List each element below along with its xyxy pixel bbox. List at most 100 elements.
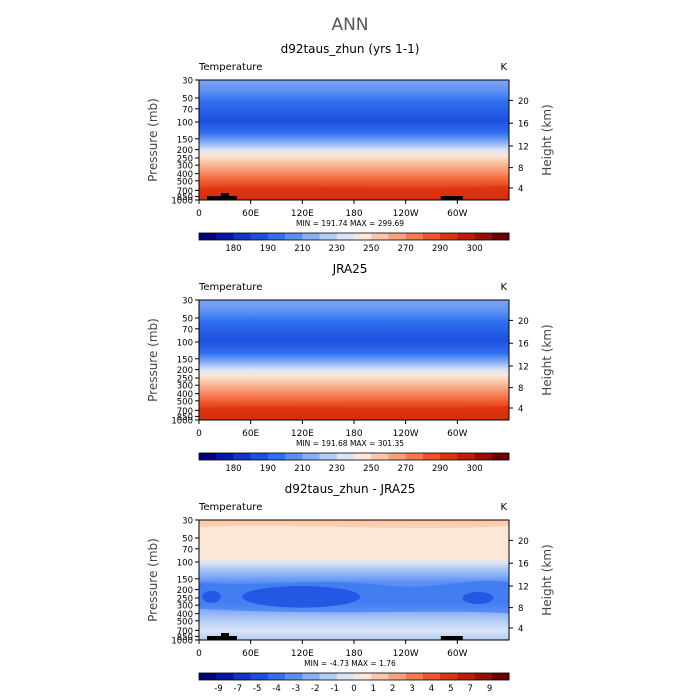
longitude-tick-label: 120E — [291, 649, 314, 659]
min-max-stats: MIN = 191.74 MAX = 299.69 — [296, 219, 404, 228]
colorbar-label: 210 — [294, 464, 310, 474]
pressure-tick-label: 30 — [182, 297, 193, 307]
colorbar-label: 270 — [398, 244, 414, 254]
pressure-tick-label: 850 — [177, 633, 193, 643]
page-title: ANN — [331, 15, 368, 35]
colorbar-swatch — [354, 673, 372, 680]
colorbar-swatch — [216, 453, 234, 460]
pressure-tick-label: 100 — [177, 119, 193, 129]
colorbar-frame — [198, 672, 510, 681]
longitude-tick-label: 120E — [291, 429, 314, 439]
variable-label: Temperature — [198, 282, 262, 293]
colorbar-swatch — [422, 453, 441, 460]
units-label: K — [500, 62, 507, 73]
colorbar-swatch — [302, 233, 320, 240]
pressure-tick-label: 70 — [182, 105, 193, 115]
colorbar-swatch — [457, 453, 475, 460]
height-tick-label: 20 — [518, 317, 529, 327]
pressure-tick-label: 250 — [177, 375, 193, 385]
colorbar-swatch — [474, 453, 493, 460]
contour-band-surface — [199, 185, 509, 200]
pressure-tick-label: 70 — [182, 545, 193, 555]
height-tick-label: 8 — [518, 604, 523, 614]
colorbar-swatch — [285, 233, 303, 240]
longitude-tick-label: 60E — [242, 209, 259, 219]
colorbar-label: 230 — [329, 244, 345, 254]
colorbar-label: -3 — [292, 684, 300, 694]
colorbar-swatch — [336, 673, 355, 680]
contour-field — [199, 80, 509, 200]
colorbar-label: 3 — [409, 684, 414, 694]
pressure-tick-label: 300 — [177, 602, 193, 612]
pressure-tick-label: 300 — [177, 162, 193, 172]
colorbar-swatch — [440, 673, 458, 680]
topography-block — [440, 636, 463, 640]
colorbar-swatch — [267, 673, 286, 680]
colorbar-swatch — [371, 453, 389, 460]
colorbar-swatch — [336, 453, 355, 460]
height-tick-label: 20 — [518, 537, 529, 547]
contour-minimum-edge — [202, 590, 221, 603]
pressure-tick-label: 1000 — [171, 637, 193, 647]
pressure-tick-label: 400 — [177, 390, 193, 400]
height-tick-label: 12 — [518, 583, 529, 593]
colorbar-frame — [198, 452, 510, 461]
contour-field — [199, 520, 509, 640]
panel-title: d92taus_zhun (yrs 1-1) — [281, 42, 420, 56]
colorbar-swatch — [491, 233, 510, 240]
pressure-tick-label: 200 — [177, 366, 193, 376]
colorbar-label: -7 — [234, 684, 242, 694]
pressure-tick-label: 250 — [177, 595, 193, 605]
colorbar-swatch — [250, 233, 269, 240]
colorbar-swatch — [491, 453, 510, 460]
height-tick-label: 16 — [518, 560, 529, 570]
height-tick-label: 12 — [518, 363, 529, 373]
y2-axis-title: Height (km) — [540, 324, 554, 395]
height-tick-label: 8 — [518, 164, 523, 174]
colorbar-swatch — [422, 233, 441, 240]
pressure-tick-label: 150 — [177, 355, 193, 365]
pressure-tick-label: 200 — [177, 586, 193, 596]
contour-band-surface — [199, 405, 509, 420]
longitude-tick-label: 0 — [196, 209, 202, 219]
longitude-tick-label: 0 — [196, 429, 202, 439]
colorbar-swatch — [216, 673, 234, 680]
colorbar-label: 5 — [448, 684, 453, 694]
colorbar-swatch — [302, 673, 320, 680]
longitude-tick-label: 180 — [345, 649, 362, 659]
colorbar-label: 250 — [363, 244, 379, 254]
colorbar-swatch — [233, 673, 251, 680]
colorbar-swatch — [319, 233, 338, 240]
topography-block — [221, 193, 229, 196]
colorbar-swatch — [371, 673, 389, 680]
longitude-tick-label: 60W — [447, 209, 467, 219]
colorbar-swatch — [250, 453, 269, 460]
units-label: K — [500, 282, 507, 293]
colorbar-swatch — [267, 453, 286, 460]
colorbar-swatch — [354, 233, 372, 240]
colorbar-label: 300 — [466, 244, 482, 254]
colorbar-swatch — [285, 453, 303, 460]
pressure-tick-label: 200 — [177, 146, 193, 156]
variable-label: Temperature — [198, 62, 262, 73]
colorbar-label: -5 — [253, 684, 261, 694]
units-label: K — [500, 502, 507, 513]
pressure-tick-label: 1000 — [171, 417, 193, 427]
colorbar-label: -1 — [330, 684, 338, 694]
pressure-tick-label: 500 — [177, 177, 193, 187]
colorbar-swatch — [354, 453, 372, 460]
colorbar-label: 2 — [390, 684, 395, 694]
contour-band-warm — [199, 520, 509, 529]
longitude-tick-label: 60W — [447, 649, 467, 659]
pressure-tick-label: 1000 — [171, 197, 193, 207]
longitude-tick-label: 120W — [393, 429, 419, 439]
y2-axis-title: Height (km) — [540, 104, 554, 175]
pressure-tick-label: 300 — [177, 382, 193, 392]
colorbar-swatch — [474, 233, 493, 240]
colorbar-swatch — [199, 453, 217, 460]
longitude-tick-label: 180 — [345, 429, 362, 439]
colorbar-label: 1 — [371, 684, 376, 694]
